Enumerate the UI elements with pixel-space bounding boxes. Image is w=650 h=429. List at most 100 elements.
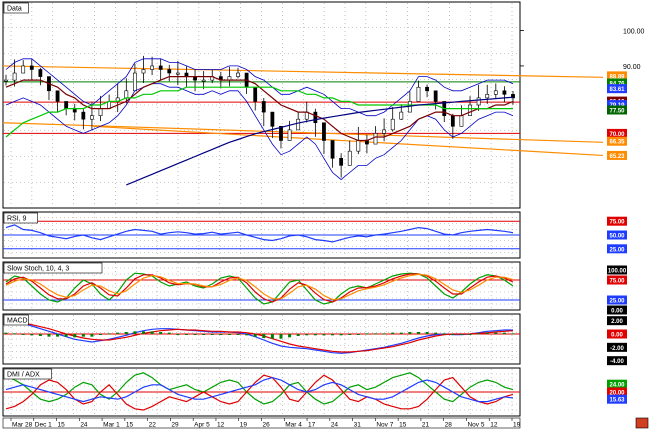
histogram-bar [116, 332, 120, 334]
histogram-bar [227, 334, 231, 335]
histogram-bar [141, 331, 145, 334]
histogram-bar [485, 332, 489, 334]
panel-label-box [3, 314, 29, 326]
histogram-bar [331, 334, 335, 336]
price-candle [64, 101, 69, 109]
date-label: Nov 5 [467, 422, 484, 429]
value-tag-box [607, 356, 627, 366]
date-label: 15 [399, 422, 407, 429]
histogram-bar [219, 334, 223, 335]
histogram-bar [193, 334, 197, 335]
histogram-bar [245, 334, 249, 336]
date-label: 26 [263, 422, 271, 429]
date-label: 15 [58, 422, 66, 429]
panel-label: DMI / ADX [3, 368, 52, 380]
value-tag-box [607, 379, 627, 389]
value-tag-box [607, 136, 627, 146]
panel-label-text: MACD [7, 318, 28, 325]
price-candle [476, 97, 481, 106]
panel-1: Data100.0090.0088.8984.7683.6180.1079.19… [2, 1, 645, 209]
price-candle [81, 111, 86, 120]
date-label: 22 [149, 422, 157, 429]
price-candle [330, 140, 335, 159]
price-candle [356, 140, 361, 152]
value-tag-text: 0.00 [611, 309, 623, 315]
date-label: 17 [308, 422, 316, 429]
panel-2: RSI, 9 75.00 50.00 25.00 [2, 211, 627, 259]
value-tag-box [607, 84, 627, 94]
price-candle [511, 94, 515, 99]
histogram-bar [38, 334, 42, 336]
histogram-bar [81, 334, 85, 337]
trend-line [2, 122, 604, 143]
price-candle [167, 69, 172, 74]
value-tag-box [607, 216, 627, 226]
histogram-bar [296, 334, 300, 336]
panel-label-box [3, 212, 38, 224]
price-candle [12, 72, 17, 81]
value-tag-text: -4.00 [610, 359, 624, 365]
histogram-bar [159, 332, 163, 334]
value-tag-text: 100.00 [608, 269, 627, 275]
price-candle [141, 69, 146, 74]
value-tag-box [607, 387, 627, 397]
date-label: Mar 1 [103, 422, 120, 429]
series-ma-medium [5, 86, 513, 138]
value-tag-box [607, 316, 627, 326]
date-label: Mar 4 [285, 422, 302, 429]
histogram-bar [305, 334, 309, 336]
date-label: Mar 28 [12, 422, 33, 429]
value-tag-box [607, 244, 627, 254]
histogram-bar [399, 332, 403, 334]
price-candle [502, 90, 507, 95]
price-candle [347, 150, 352, 166]
histogram-bar [253, 334, 257, 337]
panel-4: MACD 2.00 0.00 -2.00 -4.00 [2, 313, 627, 366]
date-label: Nov 7 [376, 422, 393, 429]
value-tag-box [607, 342, 627, 352]
panel-label: Slow Stoch, 10, 4, 3 [3, 262, 103, 274]
value-tag-box [607, 305, 627, 315]
value-tag-text: 88.89 [609, 74, 625, 80]
price-candle [21, 65, 26, 74]
panel-label: MACD [3, 314, 29, 326]
histogram-bar [176, 334, 180, 335]
series-plus-di [5, 372, 514, 405]
price-candle [38, 69, 43, 77]
histogram-bar [313, 334, 317, 336]
value-tag-box [607, 394, 627, 404]
value-tag-text: 66.35 [609, 140, 625, 146]
histogram-bar [459, 334, 463, 335]
histogram-bar [434, 332, 438, 334]
price-candle [468, 104, 472, 116]
axis-label: 90.00 [623, 64, 641, 71]
value-tag-text: 15.63 [609, 398, 625, 404]
price-candle [322, 122, 326, 141]
price-candle [296, 118, 301, 131]
panel-label-text: Slow Stoch, 10, 4, 3 [7, 266, 69, 273]
price-candle [236, 72, 240, 77]
value-tag-text: 24.00 [609, 383, 625, 389]
price-candle [450, 115, 455, 127]
price-candle [485, 94, 490, 99]
corner-button [635, 417, 649, 429]
price-candle [132, 72, 137, 92]
histogram-bar [365, 333, 369, 335]
histogram-bar [150, 331, 154, 334]
price-candle [90, 115, 94, 120]
histogram-bar [167, 332, 171, 334]
histogram-bar [13, 333, 17, 335]
value-tag-box [607, 128, 627, 138]
histogram-bar [21, 334, 25, 335]
series-adx [5, 376, 514, 403]
date-label: Apr 5 [194, 422, 210, 429]
price-candle [261, 101, 266, 113]
trend-line [2, 65, 604, 78]
histogram-bar [210, 334, 214, 335]
date-label: 24 [80, 422, 88, 429]
price-candle [493, 90, 498, 95]
price-candle [253, 86, 258, 102]
value-tag-box [607, 78, 627, 88]
histogram-bar [4, 332, 8, 334]
